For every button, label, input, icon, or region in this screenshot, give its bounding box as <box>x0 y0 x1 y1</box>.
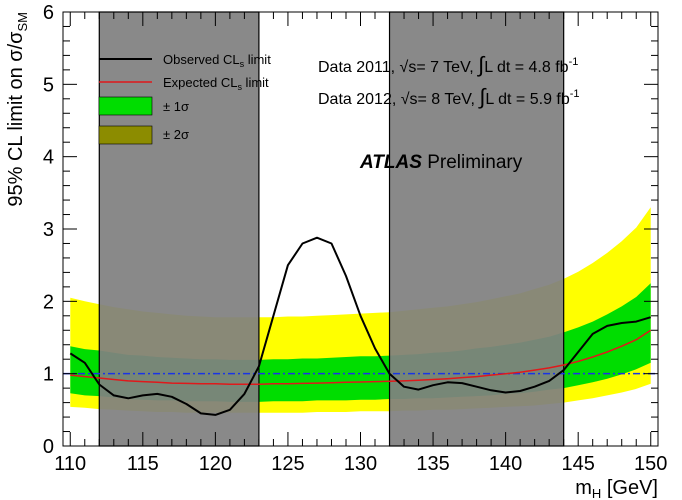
x-tick-label: 115 <box>127 453 159 475</box>
legend-observed-label: Observed CLs limit <box>163 52 271 69</box>
legend-2sigma-swatch <box>98 125 153 145</box>
y-tick-label: 1 <box>43 364 54 386</box>
y-axis: 0 1 2 3 4 5 6 <box>43 2 658 458</box>
x-tick-label: 145 <box>561 453 594 475</box>
y-axis-title: 95% CL limit on σ/σSM <box>5 12 30 207</box>
legend-expected-main: Expected CL <box>163 75 237 90</box>
atlas-label: ATLAS Preliminary <box>359 152 523 173</box>
data-2011-root: √s <box>400 59 417 76</box>
legend-observed-sub: s <box>240 59 245 69</box>
atlas-label-bold: ATLAS <box>359 152 422 173</box>
legend-observed-main: Observed CL <box>163 52 240 67</box>
data-2011-lumi: L dt = 4.8 fb <box>484 59 568 76</box>
y-tick-label: 3 <box>43 219 54 241</box>
y-tick-label: 6 <box>43 2 54 24</box>
legend-1sigma-swatch <box>98 96 153 116</box>
x-tick-label: 150 <box>634 453 667 475</box>
y-tick-label: 2 <box>43 291 54 313</box>
y-tick-label: 0 <box>43 436 54 458</box>
y-tick-label: 4 <box>43 147 54 169</box>
y-axis-title-sub: SM <box>15 12 30 32</box>
y-tick-label: 5 <box>43 74 54 96</box>
observed-line <box>69 236 651 416</box>
x-axis-title: mH [GeV] <box>575 477 658 500</box>
x-axis-title-main: m <box>575 477 592 499</box>
data-2012-sup: -1 <box>570 88 580 100</box>
legend-expected-label: Expected CLs limit <box>163 75 269 92</box>
legend-expected-sub: s <box>237 82 242 92</box>
y-axis-title-main: 95% CL limit on σ/σ <box>5 31 27 207</box>
expected-line <box>70 329 652 385</box>
data-2011-integral: ∫ <box>476 52 486 77</box>
data-2011-prefix: Data 2011, <box>318 59 400 76</box>
legend-expected-suffix: limit <box>242 75 269 90</box>
x-tick-label: 140 <box>489 453 522 475</box>
annotations: Data 2011, √s= 7 TeV, ∫L dt = 4.8 fb-1 D… <box>318 52 580 173</box>
data-2012-integral: ∫ <box>477 84 487 109</box>
legend-2sigma-label: ± 2σ <box>163 127 189 142</box>
data-2012-mid: = 8 TeV, <box>418 91 480 108</box>
x-axis-title-unit: [GeV] <box>601 477 658 499</box>
x-axis: 110 115 120 125 130 135 140 145 150 <box>54 12 667 475</box>
data-2012-label: Data 2012, √s= 8 TeV, ∫L dt = 5.9 fb-1 <box>318 84 580 109</box>
x-tick-label: 110 <box>54 453 86 475</box>
data-2012-prefix: Data 2012, <box>318 91 401 108</box>
x-axis-title-sub: H <box>592 486 601 500</box>
data-2011-sup: -1 <box>569 56 579 68</box>
data-2012-root: √s <box>401 91 418 108</box>
x-tick-label: 125 <box>271 453 304 475</box>
data-2011-mid: = 7 TeV, <box>416 59 478 76</box>
x-tick-label: 130 <box>344 453 377 475</box>
legend-1sigma-label: ± 1σ <box>163 99 189 114</box>
data-2011-label: Data 2011, √s= 7 TeV, ∫L dt = 4.8 fb-1 <box>318 52 578 77</box>
atlas-label-rest: Preliminary <box>422 152 523 173</box>
legend: Observed CLs limit Expected CLs limit ± … <box>98 52 271 145</box>
series-layer <box>69 236 652 416</box>
legend-observed-suffix: limit <box>244 52 271 67</box>
x-tick-label: 135 <box>416 453 449 475</box>
data-2012-lumi: L dt = 5.9 fb <box>485 91 569 108</box>
x-tick-label: 120 <box>199 453 232 475</box>
